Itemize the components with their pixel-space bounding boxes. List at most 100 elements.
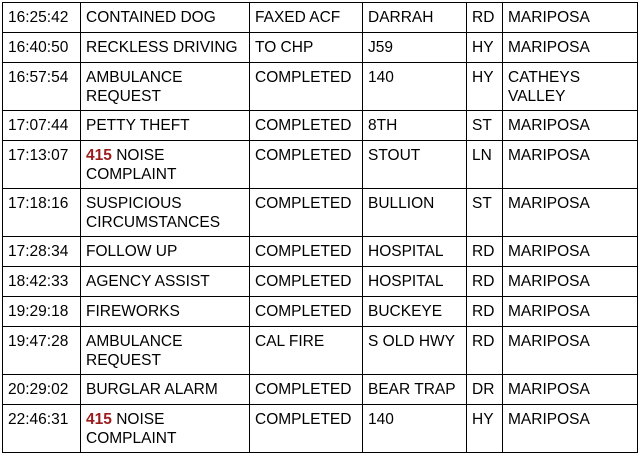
suffix-cell: HY <box>466 32 503 63</box>
suffix-text: HY <box>472 411 494 428</box>
suffix-text: RD <box>472 303 495 320</box>
suffix-cell: HY <box>466 62 503 111</box>
street-text: HOSPITAL <box>368 243 444 260</box>
street-cell: DARRAH <box>362 2 467 33</box>
disposition-cell: COMPLETED <box>249 188 363 237</box>
table-row: 16:25:42 CONTAINED DOG FAXED ACF DARRAH RD MA… <box>2 2 638 33</box>
incident-cell: CONTAINED DOG <box>80 2 250 33</box>
street-cell: 8TH <box>362 110 467 141</box>
suffix-text: HY <box>472 39 494 56</box>
table-row: 16:57:54 AMBULANCE REQUEST COMPLETED 140 HY C… <box>2 62 638 111</box>
incident-text: NOISE COMPLAINT <box>86 411 177 447</box>
incident-text: PETTY THEFT <box>86 117 190 134</box>
time-text: 16:25:42 <box>8 9 69 26</box>
suffix-text: RD <box>472 333 495 350</box>
incident-text: SUSPICIOUS CIRCUMSTANCES <box>86 195 221 231</box>
incident-cell: FOLLOW UP <box>80 236 250 267</box>
table-row: 20:29:02 BURGLAR ALARM COMPLETED BEAR TRAP D… <box>2 374 638 405</box>
suffix-cell: RD <box>466 296 503 327</box>
incident-text: NOISE COMPLAINT <box>86 147 177 183</box>
suffix-text: DR <box>472 381 495 398</box>
street-cell: BEAR TRAP <box>362 374 467 405</box>
suffix-text: HY <box>472 69 494 86</box>
street-text: 8TH <box>368 117 398 134</box>
street-cell: 140 <box>362 62 467 111</box>
street-cell: HOSPITAL <box>362 266 467 297</box>
city-cell: MARIPOSA <box>502 326 638 375</box>
incident-text: AMBULANCE REQUEST <box>86 333 183 369</box>
street-text: BUCKEYE <box>368 303 443 320</box>
table-row: 19:29:18 FIREWORKS COMPLETED BUCKEYE RD MARIP… <box>2 296 638 327</box>
incident-cell: SUSPICIOUS CIRCUMSTANCES <box>80 188 250 237</box>
time-cell: 17:18:16 <box>2 188 81 237</box>
disposition-cell: COMPLETED <box>249 140 363 189</box>
street-cell: STOUT <box>362 140 467 189</box>
incident-cell: AMBULANCE REQUEST <box>80 326 250 375</box>
incident-code: 415 <box>86 411 112 428</box>
city-text: MARIPOSA <box>508 303 590 320</box>
city-cell: MARIPOSA <box>502 140 638 189</box>
suffix-cell: RD <box>466 326 503 375</box>
suffix-cell: RD <box>466 266 503 297</box>
disposition-cell: COMPLETED <box>249 374 363 405</box>
table-row: 17:18:16 SUSPICIOUS CIRCUMSTANCES COMPLETE… <box>2 188 638 237</box>
time-cell: 22:46:31 <box>2 404 81 453</box>
street-text: S OLD HWY <box>368 333 455 350</box>
incident-text: AGENCY ASSIST <box>86 273 210 290</box>
time-text: 17:28:34 <box>8 243 69 260</box>
city-text: MARIPOSA <box>508 411 590 428</box>
time-text: 16:40:50 <box>8 39 69 56</box>
time-text: 18:42:33 <box>8 273 69 290</box>
suffix-cell: HY <box>466 404 503 453</box>
time-text: 20:29:02 <box>8 381 69 398</box>
street-text: DARRAH <box>368 9 434 26</box>
time-cell: 19:47:28 <box>2 326 81 375</box>
disposition-text: COMPLETED <box>255 147 352 164</box>
incident-text: RECKLESS DRIVING <box>86 39 238 56</box>
incident-text: CONTAINED DOG <box>86 9 216 26</box>
table-row: 17:28:34 FOLLOW UP COMPLETED HOSPITAL RD MARI… <box>2 236 638 267</box>
incident-text: BURGLAR ALARM <box>86 381 218 398</box>
time-cell: 18:42:33 <box>2 266 81 297</box>
street-text: HOSPITAL <box>368 273 444 290</box>
table-row: 16:40:50 RECKLESS DRIVING TO CHP J59 HY MARIP… <box>2 32 638 63</box>
disposition-text: FAXED ACF <box>255 9 341 26</box>
disposition-cell: CAL FIRE <box>249 326 363 375</box>
incident-cell: RECKLESS DRIVING <box>80 32 250 63</box>
time-cell: 20:29:02 <box>2 374 81 405</box>
table-body: 16:25:42 CONTAINED DOG FAXED ACF DARRAH RD MA… <box>2 2 638 453</box>
city-cell: MARIPOSA <box>502 374 638 405</box>
disposition-cell: FAXED ACF <box>249 2 363 33</box>
incident-cell: 415 NOISE COMPLAINT <box>80 404 250 453</box>
city-cell: MARIPOSA <box>502 188 638 237</box>
disposition-cell: COMPLETED <box>249 110 363 141</box>
time-text: 19:47:28 <box>8 333 69 350</box>
suffix-text: ST <box>472 195 492 212</box>
time-cell: 19:29:18 <box>2 296 81 327</box>
city-text: MARIPOSA <box>508 195 590 212</box>
city-text: MARIPOSA <box>508 243 590 260</box>
suffix-cell: DR <box>466 374 503 405</box>
city-cell: MARIPOSA <box>502 110 638 141</box>
street-text: 140 <box>368 411 394 428</box>
time-cell: 16:40:50 <box>2 32 81 63</box>
incident-cell: AMBULANCE REQUEST <box>80 62 250 111</box>
city-cell: MARIPOSA <box>502 32 638 63</box>
disposition-cell: COMPLETED <box>249 236 363 267</box>
disposition-cell: COMPLETED <box>249 296 363 327</box>
incident-table: 16:25:42 CONTAINED DOG FAXED ACF DARRAH RD MA… <box>2 2 638 453</box>
disposition-text: COMPLETED <box>255 303 352 320</box>
disposition-text: TO CHP <box>255 39 314 56</box>
incident-code: 415 <box>86 147 112 164</box>
disposition-cell: TO CHP <box>249 32 363 63</box>
city-text: MARIPOSA <box>508 381 590 398</box>
city-cell: MARIPOSA <box>502 296 638 327</box>
city-cell: MARIPOSA <box>502 2 638 33</box>
suffix-cell: RD <box>466 2 503 33</box>
suffix-cell: ST <box>466 188 503 237</box>
incident-cell: AGENCY ASSIST <box>80 266 250 297</box>
time-text: 17:07:44 <box>8 117 69 134</box>
city-text: MARIPOSA <box>508 273 590 290</box>
time-cell: 17:13:07 <box>2 140 81 189</box>
street-text: BEAR TRAP <box>368 381 456 398</box>
